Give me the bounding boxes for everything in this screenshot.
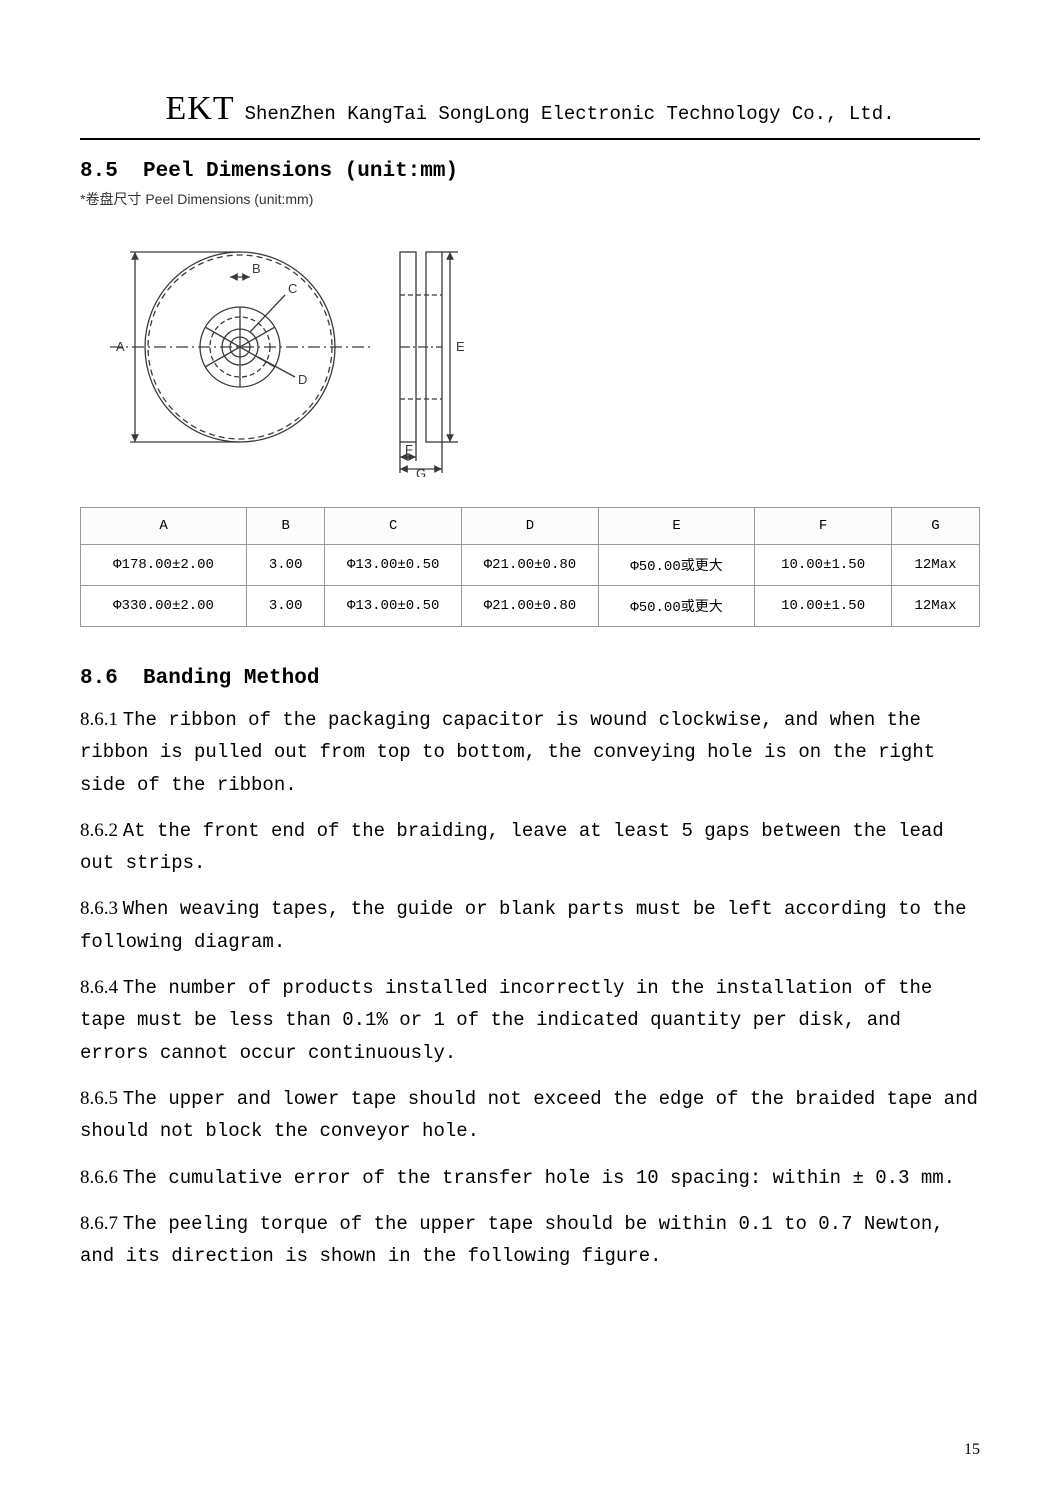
table-cell: Φ21.00±0.80 [462,545,599,586]
company-name: ShenZhen KangTai SongLong Electronic Tec… [245,103,895,125]
item-text: The peeling torque of the upper tape sho… [80,1213,944,1267]
table-row: Φ330.00±2.003.00Φ13.00±0.50Φ21.00±0.80Φ5… [81,586,980,627]
table-col-header: A [81,508,247,545]
item-number: 8.6.3 [80,898,123,919]
body-paragraph: 8.6.5 The upper and lower tape should no… [80,1083,980,1148]
label-F: F [405,442,413,457]
table-cell: 3.00 [247,545,325,586]
label-B: B [252,261,261,276]
table-cell: 10.00±1.50 [755,545,892,586]
reel-diagram: A B C D E F G [80,217,980,477]
table-cell: Φ13.00±0.50 [325,545,462,586]
body-paragraph: 8.6.2 At the front end of the braiding, … [80,815,980,880]
item-number: 8.6.5 [80,1088,123,1109]
reel-svg: A B C D E F G [80,217,500,477]
label-D: D [298,372,307,387]
section-number: 8.6 [80,667,118,690]
table-col-header: E [598,508,754,545]
section-8-6-heading: 8.6 Banding Method [80,667,980,690]
item-text: When weaving tapes, the guide or blank p… [80,898,967,952]
table-col-header: F [755,508,892,545]
body-paragraph: 8.6.1 The ribbon of the packaging capaci… [80,704,980,801]
table-cell: Φ21.00±0.80 [462,586,599,627]
table-col-header: G [891,508,979,545]
item-number: 8.6.4 [80,977,123,998]
label-E: E [456,339,465,354]
logo-text: EKT [166,90,235,128]
section-title: Banding Method [143,667,319,690]
table-cell: 3.00 [247,586,325,627]
table-col-header: B [247,508,325,545]
item-number: 8.6.7 [80,1213,123,1234]
table-cell: Φ13.00±0.50 [325,586,462,627]
page-header: EKT ShenZhen KangTai SongLong Electronic… [80,90,980,140]
label-A: A [116,339,125,354]
table-cell: 12Max [891,545,979,586]
section-title: Peel Dimensions (unit:mm) [143,160,458,183]
body-paragraph: 8.6.6 The cumulative error of the transf… [80,1162,980,1194]
table-cell: 12Max [891,586,979,627]
table-cell: Φ50.00或更大 [598,586,754,627]
section-8-5-heading: 8.5 Peel Dimensions (unit:mm) [80,160,980,183]
dimensions-table: ABCDEFG Φ178.00±2.003.00Φ13.00±0.50Φ21.0… [80,507,980,627]
item-text: At the front end of the braiding, leave … [80,820,944,874]
table-col-header: D [462,508,599,545]
diagram-caption: *卷盘尺寸 Peel Dimensions (unit:mm) [80,189,980,209]
table-cell: Φ178.00±2.00 [81,545,247,586]
item-number: 8.6.1 [80,709,123,730]
item-text: The upper and lower tape should not exce… [80,1088,978,1142]
table-cell: Φ50.00或更大 [598,545,754,586]
body-paragraph: 8.6.7 The peeling torque of the upper ta… [80,1208,980,1273]
label-C: C [288,281,297,296]
table-header-row: ABCDEFG [81,508,980,545]
item-text: The ribbon of the packaging capacitor is… [80,709,935,796]
item-text: The number of products installed incorre… [80,977,932,1064]
label-G: G [416,466,426,477]
page-number: 15 [964,1441,980,1459]
table-col-header: C [325,508,462,545]
body-paragraph: 8.6.4 The number of products installed i… [80,972,980,1069]
page: EKT ShenZhen KangTai SongLong Electronic… [0,0,1060,1499]
body-paragraph: 8.6.3 When weaving tapes, the guide or b… [80,893,980,958]
item-number: 8.6.2 [80,820,123,841]
item-text: The cumulative error of the transfer hol… [123,1167,955,1189]
table-cell: Φ330.00±2.00 [81,586,247,627]
section-number: 8.5 [80,160,118,183]
table-cell: 10.00±1.50 [755,586,892,627]
item-number: 8.6.6 [80,1167,123,1188]
table-row: Φ178.00±2.003.00Φ13.00±0.50Φ21.00±0.80Φ5… [81,545,980,586]
